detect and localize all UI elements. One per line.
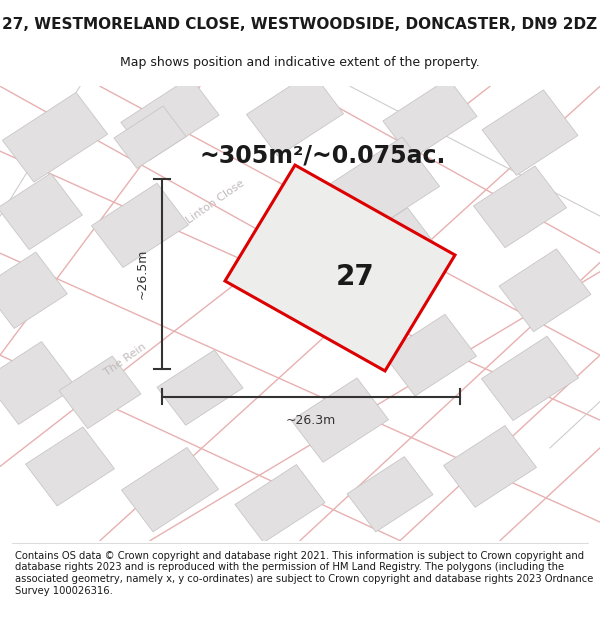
Polygon shape [0, 173, 82, 249]
Polygon shape [443, 426, 536, 508]
Polygon shape [235, 464, 325, 542]
Polygon shape [338, 208, 442, 299]
Text: 27: 27 [335, 263, 374, 291]
Polygon shape [59, 356, 141, 429]
Polygon shape [347, 457, 433, 532]
Polygon shape [292, 378, 389, 462]
Text: 27, WESTMORELAND CLOSE, WESTWOODSIDE, DONCASTER, DN9 2DZ: 27, WESTMORELAND CLOSE, WESTWOODSIDE, DO… [2, 17, 598, 32]
Polygon shape [26, 427, 115, 506]
Polygon shape [121, 448, 218, 532]
Polygon shape [2, 92, 107, 182]
Polygon shape [481, 336, 578, 421]
Polygon shape [225, 165, 455, 371]
Text: ~26.3m: ~26.3m [286, 414, 336, 427]
Text: ~26.5m: ~26.5m [136, 249, 149, 299]
Polygon shape [121, 77, 219, 160]
Polygon shape [482, 90, 578, 176]
Polygon shape [0, 342, 76, 424]
Text: Linton Close: Linton Close [184, 178, 246, 226]
Text: Map shows position and indicative extent of the property.: Map shows position and indicative extent… [120, 56, 480, 69]
Text: The Rein: The Rein [102, 342, 148, 378]
Text: Contains OS data © Crown copyright and database right 2021. This information is : Contains OS data © Crown copyright and d… [15, 551, 593, 596]
Polygon shape [383, 79, 477, 159]
Polygon shape [247, 72, 344, 156]
Polygon shape [499, 249, 591, 332]
Polygon shape [114, 106, 186, 168]
Polygon shape [320, 137, 440, 239]
Polygon shape [157, 350, 243, 425]
Polygon shape [473, 166, 566, 248]
Polygon shape [0, 252, 67, 328]
Polygon shape [383, 314, 476, 396]
Polygon shape [91, 183, 188, 268]
Text: ~305m²/~0.075ac.: ~305m²/~0.075ac. [200, 144, 446, 168]
